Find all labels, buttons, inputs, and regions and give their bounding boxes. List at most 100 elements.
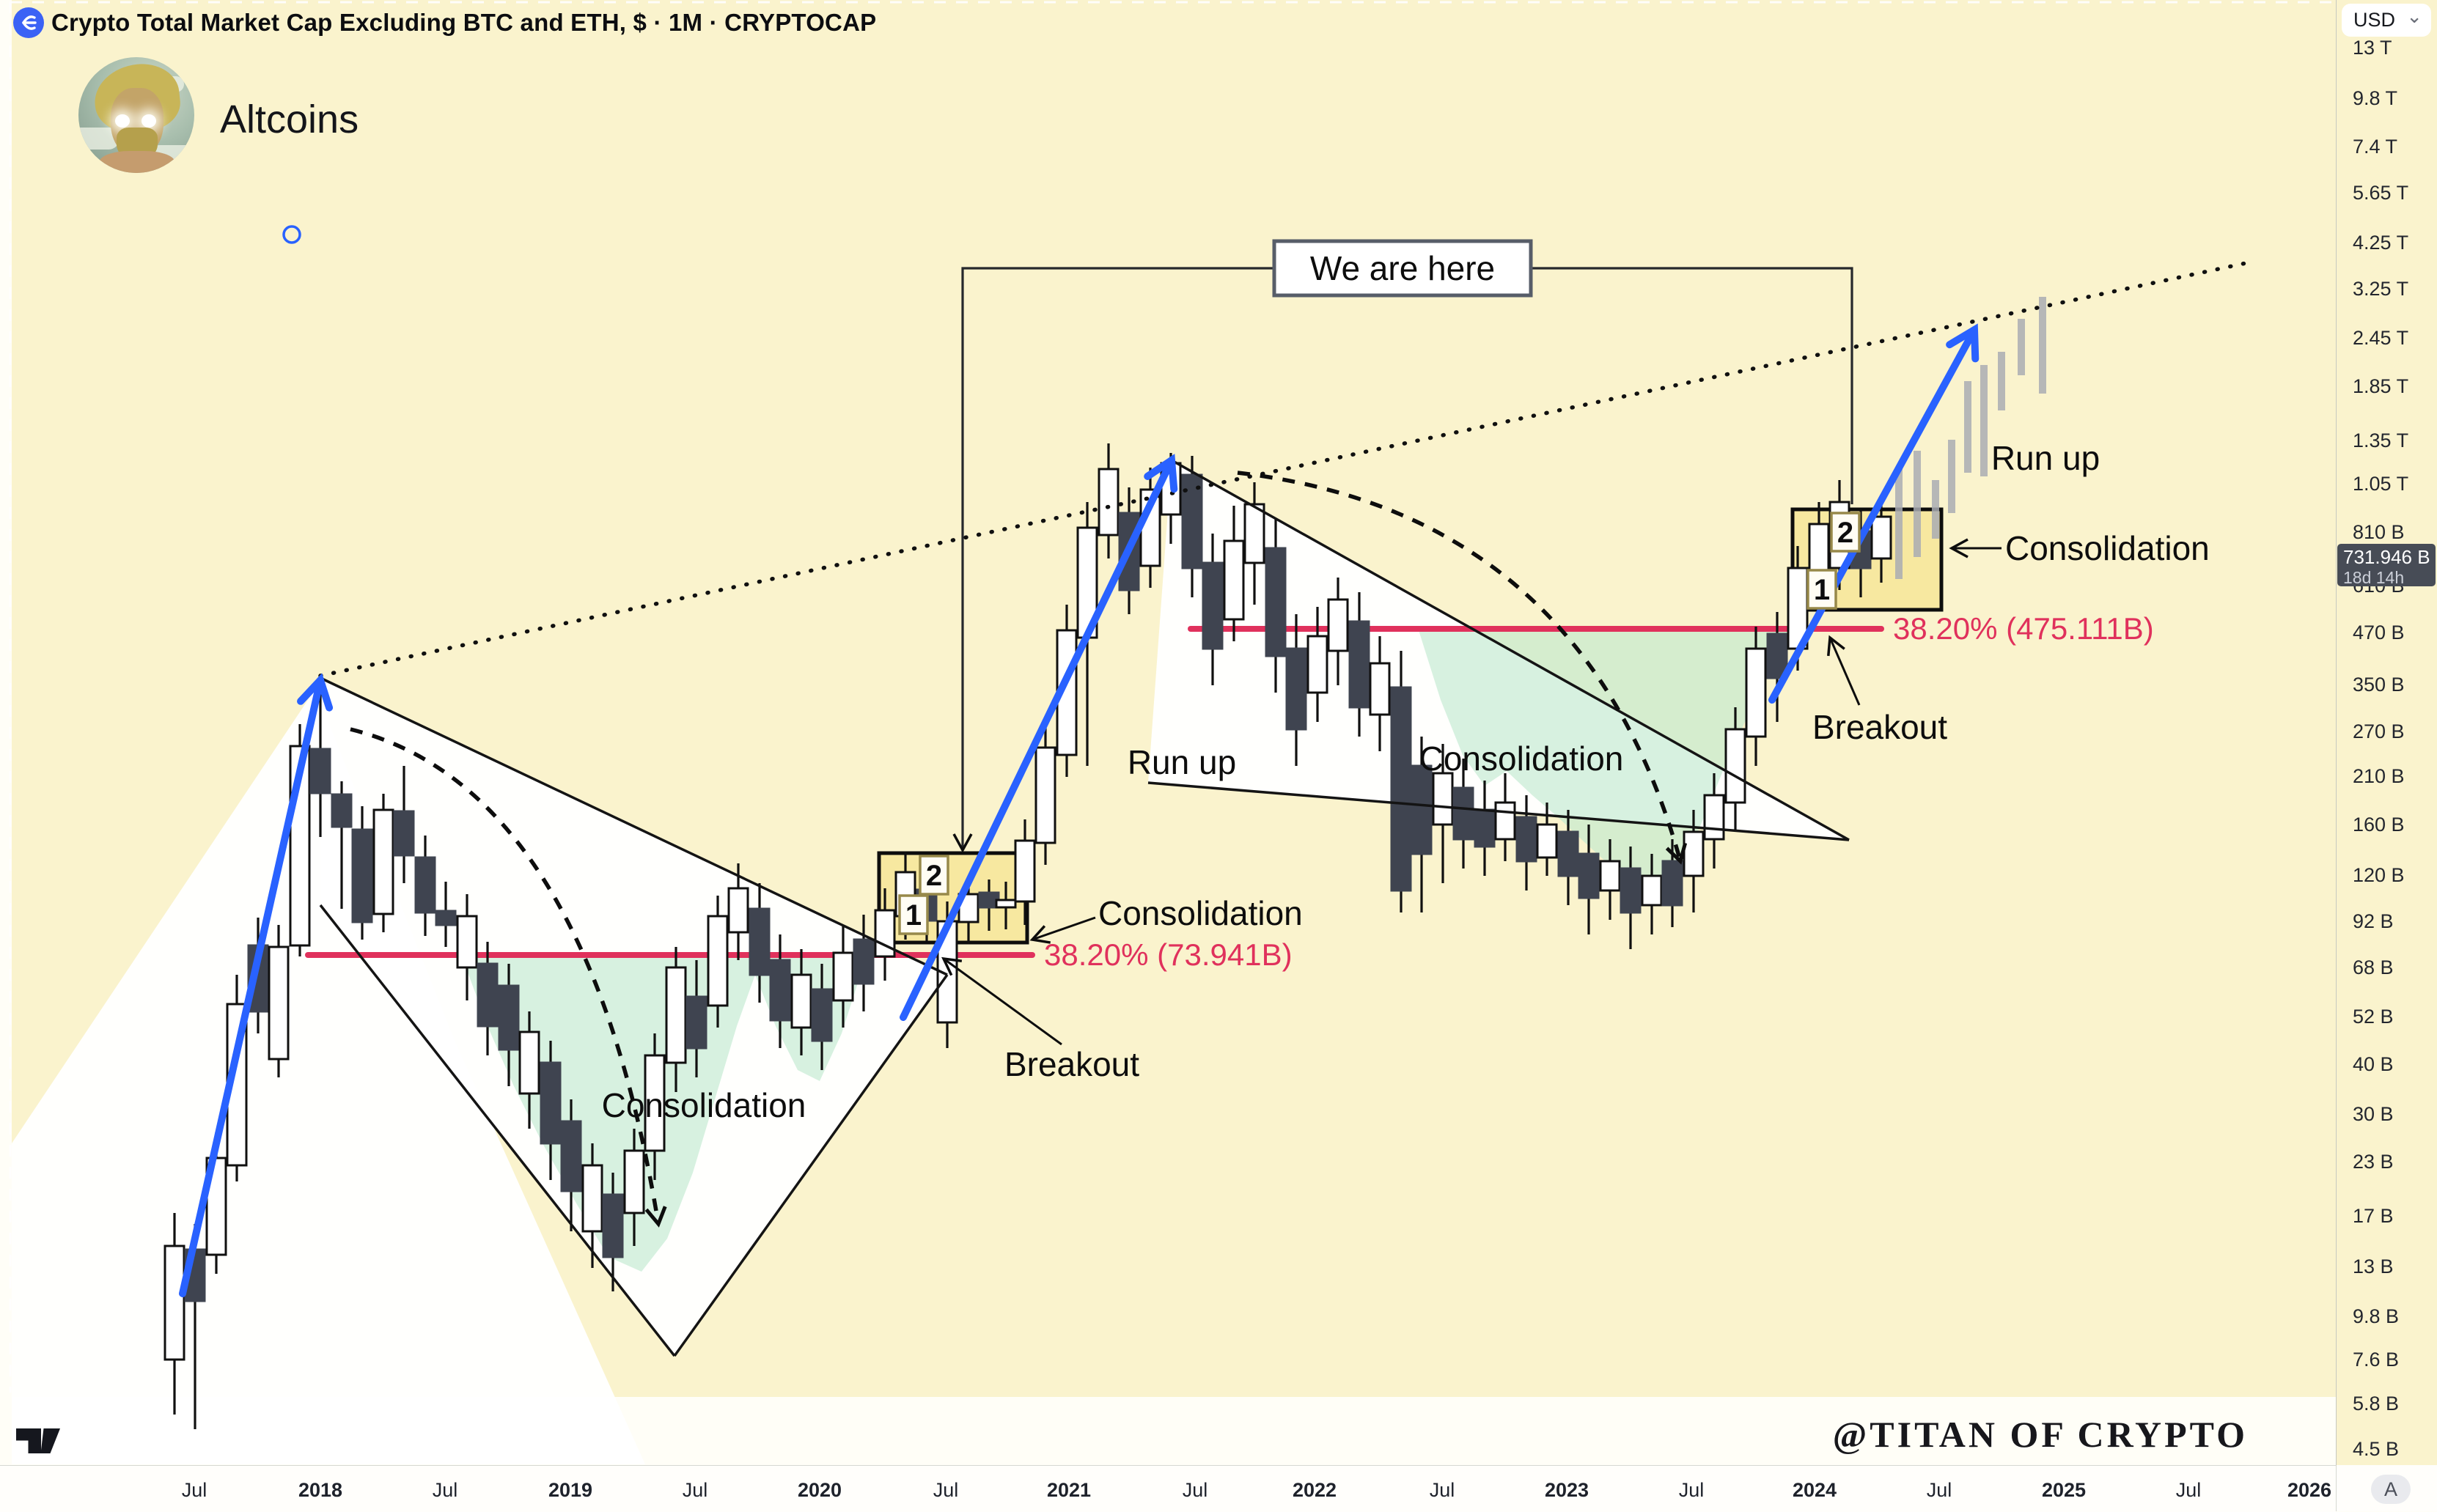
phase-label[interactable]: Consolidation [1419,740,1624,778]
time-axis-label: 2025 [2041,1479,2087,1501]
candle-bearish [1661,860,1683,907]
candle-bullish [518,1030,540,1095]
symbol-title[interactable]: Crypto Total Market Cap Excluding BTC an… [51,9,877,36]
candle-bearish [560,1120,582,1192]
price-axis-label: 4.5 B [2353,1438,2400,1460]
candle-bearish [435,910,457,926]
candle-bearish [1202,561,1224,650]
time-axis-label: Jul [1429,1479,1455,1501]
price-axis[interactable]: 13 T 9.8 T 7.4 T 5.65 T 4.25 T 3.25 T 2.45 T 1.… [2336,0,2437,1465]
dashed-decline-arrow[interactable] [1237,471,1688,865]
projected-bar [1980,365,1988,476]
candle-bullish [1306,635,1328,694]
candle-bullish [832,951,854,1002]
candle-bearish [1390,686,1412,892]
price-axis-label: 1.05 T [2353,473,2409,495]
price-axis-label: 5.8 B [2353,1393,2400,1415]
candle-bullish [707,915,729,1007]
price-axis-label: 7.6 B [2353,1349,2400,1371]
fib-level-label: 38.20% (475.111B) [1893,611,2154,646]
candle-bearish [498,984,520,1051]
price-axis-label: 810 B [2353,521,2405,543]
chevron-down-icon: ⌄ [2406,5,2422,27]
sequence-chip[interactable] [1830,512,1861,553]
price-axis-label: 17 B [2353,1205,2394,1227]
projected-bar [1895,469,1903,579]
dashed-decline-arrow[interactable] [350,727,667,1228]
candle-bearish [811,988,833,1042]
candle-bullish [581,1164,603,1233]
last-price-value: 731.946 B [2343,546,2430,568]
price-axis-label: 13 B [2353,1255,2394,1277]
candle-bearish [1265,547,1287,657]
candle-bullish [1870,515,1892,560]
price-axis-label: 120 B [2353,864,2405,886]
price-axis-label: 68 B [2353,956,2394,978]
candle-bullish [790,973,812,1029]
candle-bullish [1014,839,1036,903]
candle-bearish [331,793,353,828]
sequence-chip-number: 1 [1814,574,1830,606]
candle-bullish [1536,823,1558,859]
candle-bullish [1223,539,1245,621]
projected-bar [1914,451,1921,557]
price-axis-label: 210 B [2353,765,2405,787]
trendline[interactable] [1147,781,1850,841]
candle-bullish [1243,503,1265,564]
we-are-here-box[interactable] [1272,239,1533,298]
phase-label[interactable]: Run up [1991,439,2100,477]
candle-bearish [1557,830,1579,877]
impulse-arrow[interactable] [1768,323,1980,704]
impulse-arrow[interactable] [179,673,334,1297]
time-axis-label: 2019 [548,1479,593,1501]
selection-handle[interactable] [282,225,301,244]
dotted-resistance-line[interactable] [318,260,2252,678]
candle-bullish [1683,830,1705,877]
trendline[interactable] [673,973,949,1357]
we-are-here-label: We are here [1310,249,1495,287]
trendline[interactable] [319,904,676,1357]
projected-bar [2039,297,2046,394]
price-axis-label: 470 B [2353,622,2405,643]
candle-bullish [456,915,478,969]
phase-label[interactable]: Run up [1128,743,1236,781]
price-axis-label: 270 B [2353,720,2405,742]
annotation-arrow [941,956,1062,1046]
price-axis-label: 2.45 T [2353,327,2409,349]
candle-bearish [414,856,436,914]
time-axis-label: Jul [2175,1479,2202,1501]
candle-bullish [372,808,394,915]
sequence-chip[interactable] [1806,569,1837,610]
sequence-chip[interactable] [919,855,949,896]
time-axis-label: 2021 [1046,1479,1092,1501]
impulse-arrow[interactable] [900,454,1178,1021]
candle-bullish [1599,860,1621,892]
candle-bullish [1098,468,1120,536]
time-axis-label: 2023 [1544,1479,1589,1501]
price-axis-label: 13 T [2353,37,2392,59]
candle-bullish [623,1149,645,1214]
time-axis[interactable]: Jul 2018 Jul 2019 Jul 2020 Jul 2021 Jul 2022 Jul 20… [0,1465,2336,1512]
candle-bullish [995,899,1017,909]
phase-label[interactable]: Consolidation [2005,529,2210,567]
time-axis-label: 2018 [298,1479,343,1501]
sequence-chip[interactable] [898,894,929,935]
phase-label[interactable]: Breakout [1004,1045,1139,1083]
phase-label[interactable]: Consolidation [1098,894,1303,932]
price-axis-label: 52 B [2353,1006,2394,1028]
candle-bullish [163,1244,185,1361]
trendline[interactable] [320,676,948,976]
accumulation-zone [1419,630,1793,903]
candle-bullish [1369,662,1391,716]
callout-bracket [1531,267,1853,504]
auto-scale-button[interactable]: A [2371,1475,2411,1504]
trendline[interactable] [1171,459,1850,841]
candle-bullish [1703,794,1725,841]
phase-label[interactable]: Breakout [1812,708,1947,746]
time-axis-label: Jul [432,1479,458,1501]
currency-selector[interactable]: USD ⌄ [2342,4,2431,37]
tradingview-logo[interactable] [16,1428,63,1458]
phase-label[interactable]: Consolidation [602,1086,806,1124]
candle-bullish [1034,746,1056,844]
